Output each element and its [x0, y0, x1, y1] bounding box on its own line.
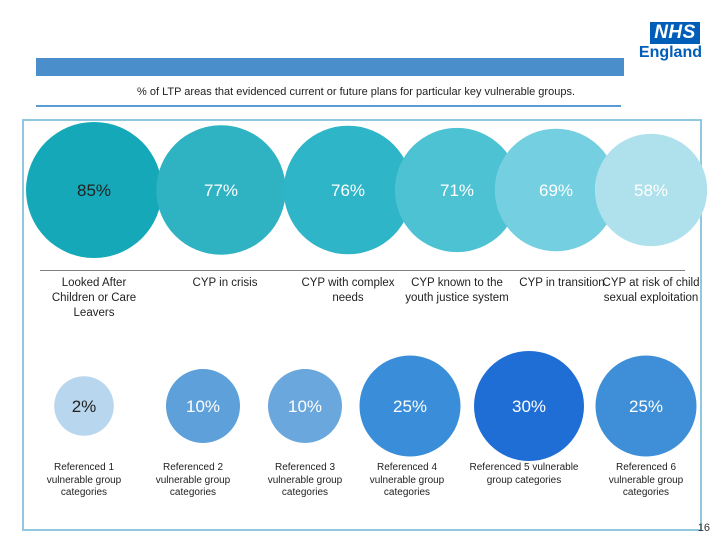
- bubble-value-label: 2%: [72, 397, 97, 416]
- bubble-value-label: 71%: [440, 181, 474, 200]
- bubble-value-label: 69%: [539, 181, 573, 200]
- chart-panel: [22, 119, 702, 531]
- page-number: 16: [697, 522, 710, 534]
- category-label: Referenced 2 vulnerable group categories: [155, 462, 231, 498]
- bubble-value-label: 25%: [393, 397, 427, 416]
- bubble-2-1: [54, 376, 114, 436]
- category-label: CYP in crisis: [192, 277, 258, 289]
- bubble-value-label: 77%: [204, 181, 238, 200]
- bubble-value-label: 30%: [512, 397, 546, 416]
- category-label: Referenced 6 vulnerable group categories: [608, 462, 684, 498]
- bubble-value-label: 10%: [186, 397, 220, 416]
- nhs-logo: NHS: [650, 22, 700, 44]
- category-label: Referenced 4 vulnerable group categories: [369, 462, 445, 498]
- bubble-value-label: 85%: [77, 181, 111, 200]
- bubble-1-5: [494, 128, 618, 252]
- category-label: Referenced 3 vulnerable group categories: [267, 462, 343, 498]
- subtitle-underline: [36, 105, 621, 107]
- category-label: Referenced 5 vulnerable group categories: [469, 462, 579, 486]
- bubble-value-label: 25%: [629, 397, 663, 416]
- bubble-value-label: 58%: [634, 181, 668, 200]
- bubble-2-2: [166, 369, 240, 443]
- bubble-2-3: [268, 369, 342, 443]
- bubble-2-6: [595, 355, 697, 457]
- category-label: CYP with complex needs: [301, 277, 395, 304]
- bubble-1-6: [594, 133, 708, 247]
- bubble-1-1: [26, 122, 162, 258]
- category-label: Looked After Children or Care Leavers: [51, 277, 137, 319]
- bubble-1-3: [283, 125, 413, 255]
- row-separator: [40, 270, 685, 271]
- bubble-value-label: 76%: [331, 181, 365, 200]
- bubble-2-5: [474, 351, 584, 461]
- category-label: Referenced 1 vulnerable group categories: [46, 462, 122, 498]
- bubble-value-label: 10%: [288, 397, 322, 416]
- bubble-2-4: [359, 355, 461, 457]
- nhs-logo-region: England: [638, 44, 702, 61]
- bubble-1-2: [156, 125, 286, 255]
- category-label: CYP known to the youth justice system: [405, 277, 509, 304]
- chart-subtitle: % of LTP areas that evidenced current or…: [137, 86, 575, 98]
- bubble-1-4: [394, 127, 520, 253]
- header-bar: [36, 58, 624, 76]
- category-label: CYP in transition: [519, 277, 605, 289]
- category-label: CYP at risk of child sexual exploitation: [602, 277, 700, 304]
